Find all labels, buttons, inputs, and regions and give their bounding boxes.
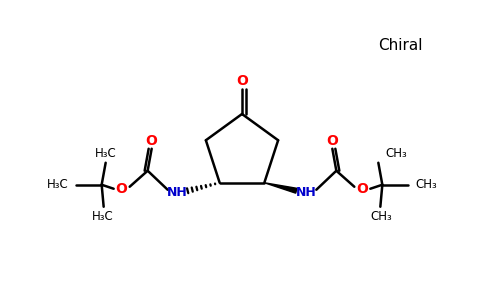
Polygon shape	[264, 183, 297, 193]
Text: CH₃: CH₃	[370, 210, 392, 223]
Text: Chiral: Chiral	[378, 38, 422, 52]
Text: CH₃: CH₃	[415, 178, 437, 191]
Text: NH: NH	[167, 186, 188, 199]
Text: O: O	[236, 74, 248, 88]
Text: O: O	[326, 134, 338, 148]
Text: H₃C: H₃C	[92, 210, 114, 223]
Text: O: O	[356, 182, 368, 196]
Text: H₃C: H₃C	[47, 178, 69, 191]
Text: CH₃: CH₃	[385, 147, 407, 160]
Text: O: O	[116, 182, 128, 196]
Text: NH: NH	[296, 186, 317, 199]
Text: H₃C: H₃C	[95, 147, 117, 160]
Text: O: O	[146, 134, 158, 148]
